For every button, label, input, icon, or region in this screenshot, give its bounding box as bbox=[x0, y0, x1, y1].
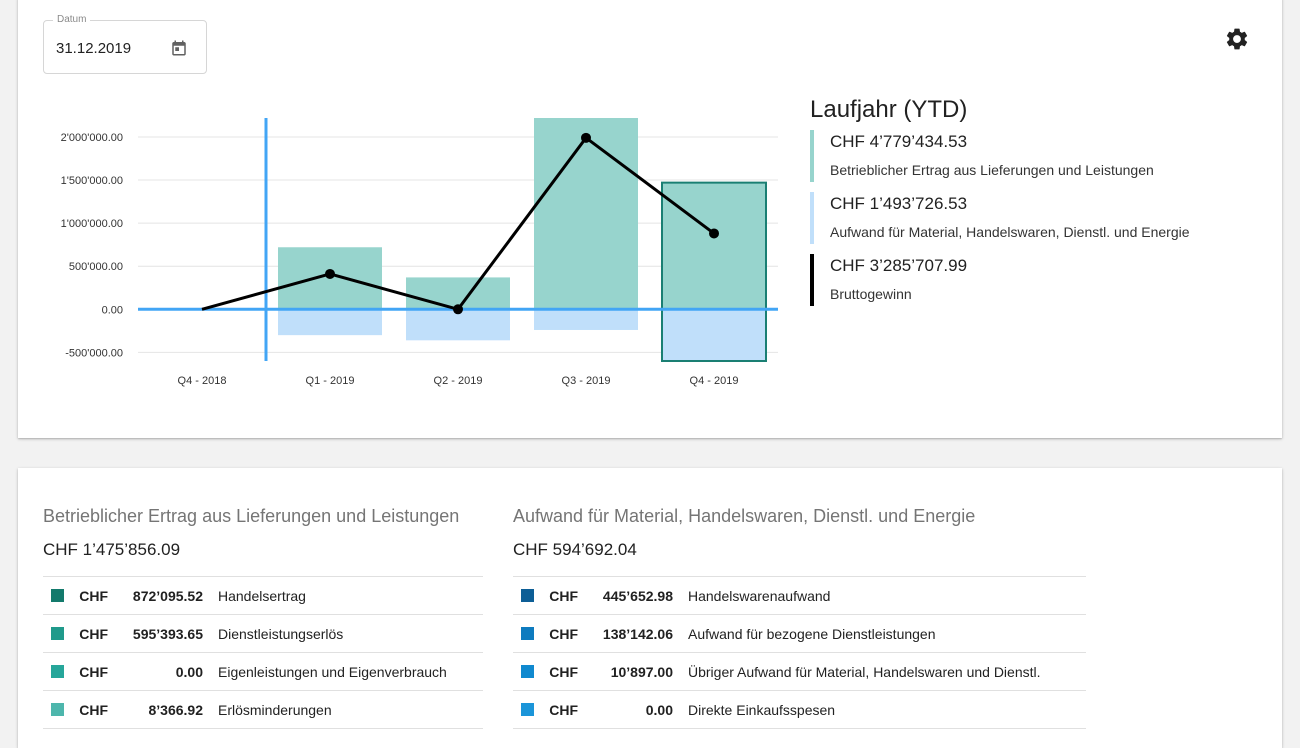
revenue-rows: CHF 872’095.52 Handelsertrag CHF 595’393… bbox=[43, 576, 483, 729]
row-currency: CHF bbox=[79, 625, 108, 642]
row-amount: 0.00 bbox=[645, 701, 673, 718]
row-currency: CHF bbox=[549, 587, 578, 604]
expense-rows: CHF 445’652.98 Handelswarenaufwand CHF 1… bbox=[513, 576, 1086, 729]
bar-revenue bbox=[406, 277, 510, 310]
revenue-total: CHF 1’475’856.09 bbox=[43, 540, 181, 559]
color-swatch bbox=[51, 703, 64, 716]
legend-item-revenue: CHF 4’779’434.53 Betrieblicher Ertrag au… bbox=[810, 130, 1270, 192]
row-label: Eigenleistungen und Eigenverbrauch bbox=[218, 663, 447, 680]
row-currency: CHF bbox=[549, 625, 578, 642]
color-swatch bbox=[521, 703, 534, 716]
date-field[interactable]: Datum 31.12.2019 bbox=[43, 13, 207, 74]
row-amount: 0.00 bbox=[175, 663, 203, 680]
calendar-icon[interactable] bbox=[168, 37, 190, 59]
y-tick-label: 1'500'000.00 bbox=[61, 175, 123, 187]
color-swatch bbox=[51, 589, 64, 602]
row-label: Aufwand für bezogene Dienstleistungen bbox=[688, 625, 936, 642]
row-label: Übriger Aufwand für Material, Handelswar… bbox=[688, 663, 1041, 680]
expense-breakdown: Aufwand für Material, Handelswaren, Dien… bbox=[513, 506, 1086, 729]
row-amount: 10’897.00 bbox=[610, 663, 673, 680]
color-swatch bbox=[521, 665, 534, 678]
legend-color-bar bbox=[810, 130, 814, 182]
legend-title: Laufjahr (YTD) bbox=[810, 96, 968, 123]
legend-description: Betrieblicher Ertrag aus Lieferungen und… bbox=[830, 162, 1154, 178]
row-label: Erlösminderungen bbox=[218, 701, 332, 718]
legend-amount: CHF 4’779’434.53 bbox=[830, 132, 968, 151]
table-row[interactable]: CHF 0.00 Direkte Einkaufsspesen bbox=[513, 691, 1086, 729]
chart-card: Datum 31.12.2019 2'000'000.00 1'500'000.0… bbox=[18, 0, 1282, 438]
revenue-breakdown: Betrieblicher Ertrag aus Lieferungen und… bbox=[43, 506, 483, 729]
color-swatch bbox=[521, 589, 534, 602]
legend-item-expense: CHF 1’493’726.53 Aufwand für Material, H… bbox=[810, 192, 1270, 254]
revenue-title: Betrieblicher Ertrag aus Lieferungen und… bbox=[43, 506, 460, 526]
x-tick-label: Q1 - 2019 bbox=[306, 375, 355, 387]
expense-total: CHF 594’692.04 bbox=[513, 540, 637, 559]
bar-expense bbox=[278, 309, 382, 336]
expense-title: Aufwand für Material, Handelswaren, Dien… bbox=[513, 506, 976, 526]
row-amount: 595’393.65 bbox=[132, 625, 203, 642]
row-currency: CHF bbox=[79, 587, 108, 604]
y-tick-label: -500'000.00 bbox=[65, 347, 123, 359]
bar-revenue bbox=[662, 182, 766, 310]
bar-expense bbox=[406, 309, 510, 341]
row-amount: 872’095.52 bbox=[132, 587, 203, 604]
x-tick-label: Q2 - 2019 bbox=[434, 375, 483, 387]
line-point bbox=[325, 268, 335, 279]
row-currency: CHF bbox=[549, 701, 578, 718]
chart-legend: Laufjahr (YTD) CHF 4’779’434.53 Betriebl… bbox=[810, 96, 1270, 316]
row-currency: CHF bbox=[79, 663, 108, 680]
legend-amount: CHF 3’285’707.99 bbox=[830, 256, 968, 275]
row-label: Handelsertrag bbox=[218, 587, 306, 604]
date-field-label: Datum bbox=[53, 13, 91, 27]
legend-item-gross-profit: CHF 3’285’707.99 Bruttogewinn bbox=[810, 254, 1270, 316]
gear-icon[interactable] bbox=[1224, 26, 1250, 52]
legend-amount: CHF 1’493’726.53 bbox=[830, 194, 968, 213]
x-tick-label: Q3 - 2019 bbox=[562, 375, 611, 387]
table-row[interactable]: CHF 445’652.98 Handelswarenaufwand bbox=[513, 577, 1086, 615]
row-label: Handelswarenaufwand bbox=[688, 587, 831, 604]
table-row[interactable]: CHF 872’095.52 Handelsertrag bbox=[43, 577, 483, 615]
bar-revenue bbox=[534, 118, 638, 310]
bar-selection-outline bbox=[661, 181, 767, 362]
y-tick-label: 0.00 bbox=[102, 304, 123, 316]
legend-color-bar bbox=[810, 254, 814, 306]
line-point bbox=[581, 132, 591, 143]
bar-expense bbox=[534, 309, 638, 330]
y-tick-label: 1'000'000.00 bbox=[61, 218, 123, 230]
legend-description: Bruttogewinn bbox=[830, 286, 912, 302]
row-currency: CHF bbox=[549, 663, 578, 680]
y-tick-label: 500'000.00 bbox=[69, 261, 123, 273]
legend-description: Aufwand für Material, Handelswaren, Dien… bbox=[830, 224, 1190, 240]
row-currency: CHF bbox=[79, 701, 108, 718]
y-tick-label: 2'000'000.00 bbox=[61, 132, 123, 144]
color-swatch bbox=[51, 665, 64, 678]
x-tick-label: Q4 - 2018 bbox=[178, 375, 227, 387]
x-tick-label: Q4 - 2019 bbox=[690, 375, 739, 387]
line-point bbox=[453, 304, 463, 315]
row-amount: 138’142.06 bbox=[602, 625, 673, 642]
row-label: Dienstleistungserlös bbox=[218, 625, 344, 642]
bar-line-chart: 2'000'000.00 1'500'000.00 1'000'000.00 500'… bbox=[61, 118, 778, 387]
row-amount: 8’366.92 bbox=[148, 701, 204, 718]
table-row[interactable]: CHF 10’897.00 Übriger Aufwand für Materi… bbox=[513, 653, 1086, 691]
table-row[interactable]: CHF 8’366.92 Erlösminderungen bbox=[43, 691, 483, 729]
color-swatch bbox=[521, 627, 534, 640]
bar-expense bbox=[662, 309, 766, 361]
date-field-value[interactable]: 31.12.2019 bbox=[56, 40, 132, 57]
color-swatch bbox=[51, 627, 64, 640]
line-point bbox=[709, 228, 719, 239]
table-row[interactable]: CHF 138’142.06 Aufwand für bezogene Dien… bbox=[513, 615, 1086, 653]
legend-color-bar bbox=[810, 192, 814, 244]
row-amount: 445’652.98 bbox=[602, 587, 673, 604]
breakdown-card: Betrieblicher Ertrag aus Lieferungen und… bbox=[18, 468, 1282, 748]
table-row[interactable]: CHF 595’393.65 Dienstleistungserlös bbox=[43, 615, 483, 653]
table-row[interactable]: CHF 0.00 Eigenleistungen und Eigenverbra… bbox=[43, 653, 483, 691]
row-label: Direkte Einkaufsspesen bbox=[688, 701, 836, 718]
